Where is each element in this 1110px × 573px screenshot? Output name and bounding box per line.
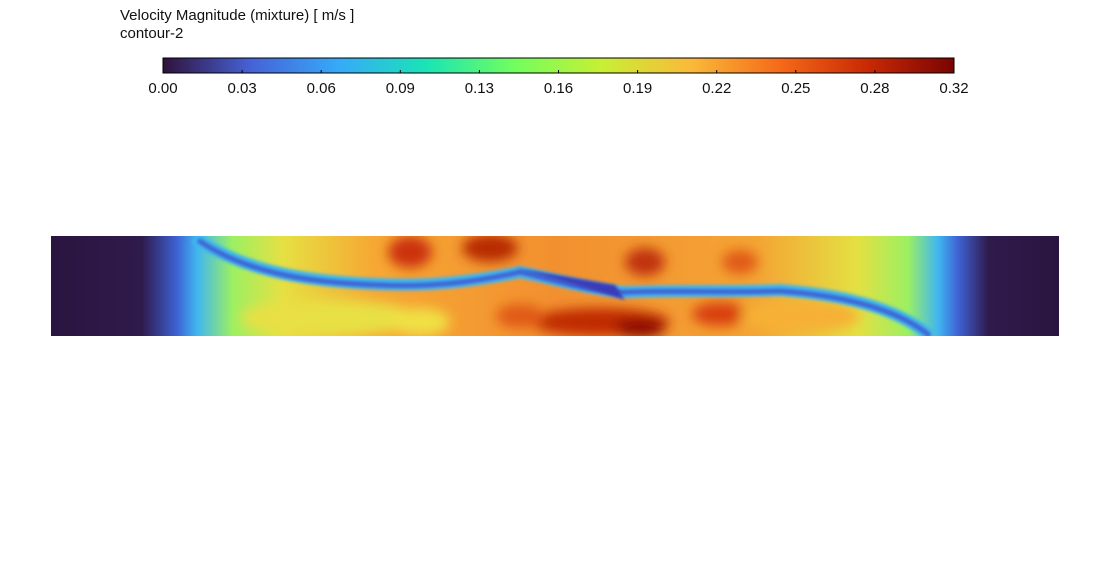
contour-field <box>51 236 1059 336</box>
tick-label: 0.09 <box>386 80 415 97</box>
tick-label: 0.32 <box>939 80 968 97</box>
tick-label: 0.06 <box>307 80 336 97</box>
tick-label: 0.19 <box>623 80 652 97</box>
tick-label: 0.03 <box>227 80 256 97</box>
colorbar-ticks: 0.00 0.03 0.06 0.09 0.13 0.16 0.19 0.22 0.25 0.28… <box>148 70 969 97</box>
tick-label: 0.22 <box>702 80 731 97</box>
legend-subtitle: contour-2 <box>120 25 183 42</box>
tick-label: 0.13 <box>465 80 494 97</box>
legend-title: Velocity Magnitude (mixture) [ m/s ] <box>120 7 354 24</box>
tick-label: 0.16 <box>544 80 573 97</box>
tick-label: 0.00 <box>148 80 177 97</box>
tick-label: 0.28 <box>860 80 889 97</box>
tick-label: 0.25 <box>781 80 810 97</box>
